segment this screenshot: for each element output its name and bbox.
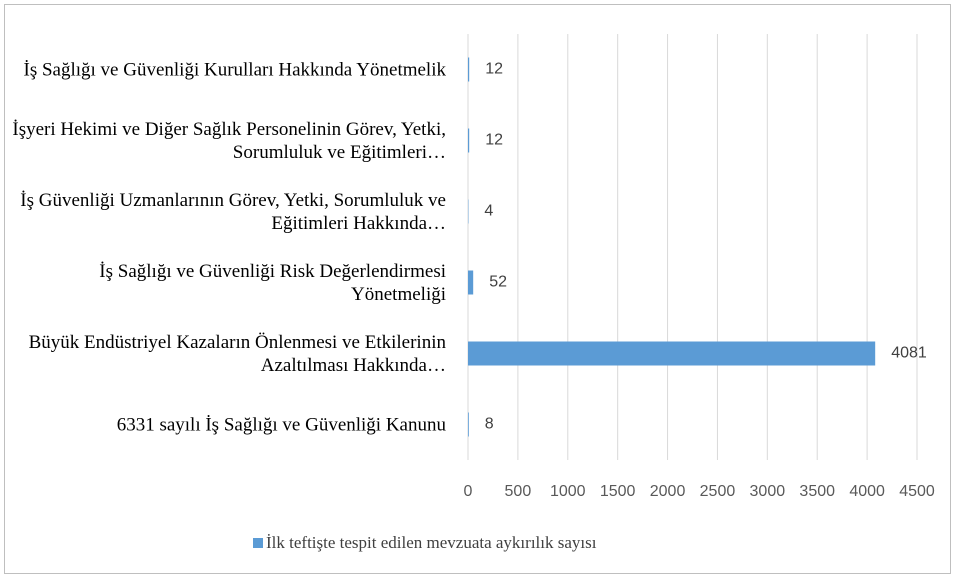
x-tick-label: 1500	[600, 483, 636, 500]
y-tick-label: Büyük Endüstriyel Kazaların Önlenmesi ve…	[28, 331, 446, 376]
x-tick-label: 500	[505, 483, 532, 500]
x-tick-label: 0	[464, 483, 473, 500]
chart-border	[4, 4, 951, 574]
x-tick-label: 1000	[550, 483, 586, 500]
x-tick-label: 2500	[700, 483, 736, 500]
bar	[468, 270, 474, 295]
value-label: 12	[485, 61, 503, 78]
x-tick-label: 3000	[750, 483, 786, 500]
y-tick-label: İşyeri Hekimi ve Diğer Sağlık Personelin…	[12, 118, 446, 163]
legend-label: İlk teftişte tespit edilen mevzuata aykı…	[266, 533, 597, 552]
value-label: 4081	[891, 345, 927, 362]
y-tick-label: İş Sağlığı ve Güvenliği Kurulları Hakkın…	[23, 59, 447, 80]
legend-swatch	[253, 538, 263, 548]
bar	[468, 128, 470, 153]
x-tick-label: 2000	[650, 483, 686, 500]
x-tick-label: 4500	[899, 483, 935, 500]
bar	[468, 412, 469, 437]
y-tick-label: İş Sağlığı ve Güvenliği Risk Değerlendir…	[99, 260, 446, 305]
x-tick-label: 4000	[849, 483, 885, 500]
value-label: 8	[485, 416, 494, 433]
y-tick-label: 6331 sayılı İş Sağlığı ve Güvenliği Kanu…	[116, 414, 446, 435]
value-label: 4	[484, 203, 493, 220]
x-tick-label: 3500	[799, 483, 835, 500]
bar	[468, 57, 470, 82]
value-label: 52	[489, 274, 507, 291]
y-tick-label: İş Güvenliği Uzmanlarının Görev, Yetki, …	[20, 189, 446, 234]
value-label: 12	[485, 132, 503, 149]
bar	[468, 341, 876, 366]
